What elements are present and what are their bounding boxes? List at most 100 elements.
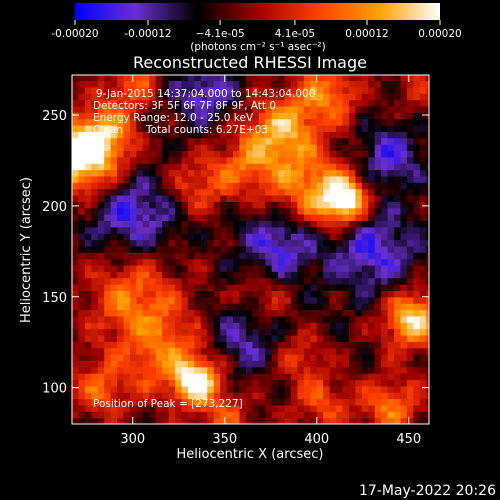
heatmap-cell [290, 354, 299, 361]
heatmap-cell [381, 182, 389, 190]
heatmap-cell [220, 144, 228, 152]
heatmap-cell [355, 207, 363, 215]
heatmap-cell [110, 93, 118, 101]
heatmap-cell [168, 354, 176, 361]
heatmap-cell [278, 385, 286, 393]
heatmap-cell [220, 124, 228, 132]
heatmap-cell [419, 207, 427, 215]
heatmap-cell [136, 366, 144, 374]
heatmap-cell [387, 131, 395, 139]
heatmap-cell [194, 214, 202, 222]
heatmap-cell [149, 99, 157, 107]
heatmap-cell [129, 334, 138, 342]
heatmap-cell [187, 264, 195, 272]
annotation-method: Clean [93, 124, 123, 136]
heatmap-cell [136, 207, 144, 215]
heatmap-cell [136, 188, 144, 196]
heatmap-cell [239, 156, 247, 164]
heatmap-cell [297, 373, 305, 381]
heatmap-cell [394, 341, 402, 349]
heatmap-cell [252, 379, 260, 387]
heatmap-cell [200, 258, 208, 266]
heatmap-cell [110, 341, 118, 349]
heatmap-cell [426, 379, 429, 387]
heatmap-cell [278, 201, 286, 209]
heatmap-cell [239, 284, 247, 291]
heatmap-cell [374, 144, 382, 152]
heatmap-cell [419, 252, 427, 260]
heatmap-cell [110, 201, 118, 209]
heatmap-cell [142, 347, 150, 355]
heatmap-cell [187, 156, 195, 164]
heatmap-cell [162, 347, 170, 355]
heatmap-cell [355, 417, 363, 424]
heatmap-cell [303, 201, 311, 209]
heatmap-cell [104, 124, 112, 132]
heatmap-cell [278, 417, 286, 424]
heatmap-cell [233, 315, 241, 323]
heatmap-cell [374, 290, 382, 298]
heatmap-cell [290, 328, 299, 336]
heatmap-cell [394, 252, 402, 260]
heatmap-cell [239, 150, 247, 158]
heatmap-cell [123, 264, 131, 272]
heatmap-cell [355, 131, 363, 139]
heatmap-cell [400, 360, 408, 368]
heatmap-cell [355, 105, 363, 113]
heatmap-cell [181, 271, 189, 279]
heatmap-cell [149, 404, 157, 412]
heatmap-cell [419, 411, 427, 419]
heatmap-cell [303, 105, 311, 113]
heatmap-cell [368, 105, 376, 113]
heatmap-cell [368, 99, 376, 107]
heatmap-cell [336, 112, 344, 120]
heatmap-cell [136, 354, 144, 361]
heatmap-cell [271, 105, 279, 113]
heatmap-cell [123, 207, 131, 215]
heatmap-cell [303, 328, 311, 336]
heatmap-cell [355, 226, 363, 234]
heatmap-cell [342, 347, 350, 355]
heatmap-cell [104, 309, 112, 317]
heatmap-cell [213, 137, 221, 145]
heatmap-cell [155, 239, 163, 247]
heatmap-cell [381, 309, 389, 317]
heatmap-cell [342, 309, 350, 317]
heatmap-cell [394, 417, 402, 424]
heatmap-cell [419, 182, 427, 190]
heatmap-cell [207, 80, 215, 88]
heatmap-cell [290, 201, 299, 209]
heatmap-cell [220, 341, 228, 349]
heatmap-cell [168, 271, 176, 279]
heatmap-cell [194, 252, 202, 260]
heatmap-cell [233, 150, 241, 158]
heatmap-cell [233, 417, 241, 424]
heatmap-cell [278, 379, 286, 387]
heatmap-cell [381, 124, 389, 132]
heatmap-cell [361, 411, 369, 419]
heatmap-cell [400, 93, 408, 101]
heatmap-cell [226, 105, 234, 113]
heatmap-cell [426, 258, 429, 266]
heatmap-cell [194, 258, 202, 266]
heatmap-cell [265, 271, 273, 279]
heatmap-cell [394, 366, 402, 374]
heatmap-cell [123, 296, 131, 304]
heatmap-cell [406, 328, 414, 336]
heatmap-cell [181, 80, 189, 88]
heatmap-cell [374, 80, 382, 88]
heatmap-cell [342, 86, 350, 94]
heatmap-cell [368, 309, 376, 317]
heatmap-cell [348, 392, 356, 400]
heatmap-cell [265, 201, 273, 209]
heatmap-cell [419, 328, 427, 336]
heatmap-cell [110, 207, 118, 215]
heatmap-cell [342, 75, 350, 82]
heatmap-cell [117, 220, 125, 228]
heatmap-cell [323, 354, 331, 361]
heatmap-cell [348, 328, 356, 336]
heatmap-cell [233, 258, 241, 266]
heatmap-cell [168, 411, 176, 419]
heatmap-cell [149, 385, 157, 393]
heatmap-cell [142, 252, 150, 260]
